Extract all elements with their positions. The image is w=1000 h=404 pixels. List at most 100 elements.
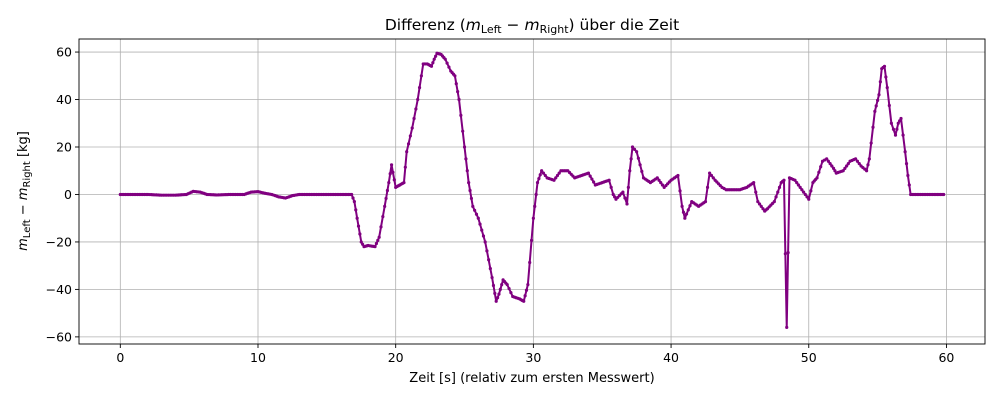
data-point — [480, 228, 484, 232]
data-point — [535, 181, 540, 185]
data-point — [410, 126, 414, 130]
data-point — [522, 299, 526, 303]
data-point — [906, 173, 910, 178]
data-point — [887, 103, 891, 108]
data-point — [358, 232, 362, 236]
data-point — [817, 170, 821, 174]
data-point — [754, 190, 758, 194]
data-point — [857, 162, 861, 166]
data-point — [843, 166, 847, 170]
data-point — [777, 185, 782, 189]
data-point — [541, 171, 546, 175]
data-point — [609, 185, 613, 189]
data-point — [826, 159, 830, 163]
data-point — [592, 180, 596, 184]
data-point — [417, 86, 422, 90]
data-point — [855, 159, 860, 163]
data-point — [557, 171, 561, 175]
data-point — [419, 74, 423, 78]
data-point — [895, 127, 899, 131]
data-point — [465, 169, 469, 173]
data-point — [841, 169, 845, 173]
data-point — [488, 267, 492, 271]
data-point — [462, 145, 467, 149]
data-point — [636, 156, 640, 160]
data-point — [891, 127, 896, 131]
data-point — [391, 170, 395, 174]
data-point — [434, 54, 438, 58]
data-point — [885, 86, 889, 90]
data-point — [351, 196, 355, 200]
data-point — [846, 162, 850, 166]
data-point — [807, 197, 811, 201]
data-point — [878, 80, 882, 84]
data-point — [405, 150, 409, 154]
data-point — [795, 181, 799, 185]
data-point — [461, 129, 465, 133]
data-point — [757, 202, 762, 206]
x-tick-label: 40 — [663, 350, 679, 365]
data-point — [657, 178, 661, 182]
data-point — [354, 208, 358, 212]
data-point — [899, 116, 903, 121]
data-point — [628, 169, 632, 173]
data-point — [882, 64, 887, 68]
data-point — [381, 215, 385, 219]
data-point — [874, 104, 878, 108]
data-point — [389, 163, 394, 167]
data-point — [776, 190, 780, 194]
data-point — [607, 178, 611, 182]
data-point — [445, 61, 449, 65]
data-point — [543, 173, 547, 178]
data-point — [454, 82, 458, 86]
data-point — [485, 249, 489, 253]
y-axis-label: mLeft − mRight [kg] — [16, 131, 33, 251]
data-point — [903, 150, 907, 154]
data-point — [379, 225, 383, 229]
data-point — [828, 162, 832, 166]
data-point — [815, 176, 819, 180]
data-point — [819, 165, 823, 169]
data-point — [830, 164, 834, 168]
data-point — [490, 275, 494, 280]
data-point — [708, 171, 712, 175]
y-tick-label: 0 — [64, 187, 72, 202]
x-tick-label: 10 — [250, 350, 266, 365]
data-point — [632, 147, 637, 151]
data-point — [498, 287, 502, 292]
data-point — [374, 241, 379, 246]
data-point — [403, 165, 407, 169]
data-point — [873, 109, 877, 113]
data-point — [796, 183, 801, 187]
data-point — [476, 216, 480, 220]
data-point — [590, 177, 594, 181]
data-point — [588, 174, 592, 178]
data-point — [761, 207, 765, 211]
data-point — [555, 173, 560, 178]
data-point — [447, 65, 451, 69]
x-tick-label: 60 — [938, 350, 954, 365]
data-point — [554, 176, 558, 180]
data-point — [772, 199, 776, 204]
data-point — [831, 166, 836, 170]
data-point — [497, 292, 501, 296]
data-point — [613, 195, 617, 199]
data-point — [705, 185, 710, 189]
data-point — [526, 283, 530, 287]
data-point — [901, 133, 905, 137]
data-point — [867, 157, 871, 161]
data-point — [431, 61, 435, 65]
data-point — [711, 176, 715, 180]
data-point — [786, 251, 790, 255]
data-point — [756, 199, 760, 204]
data-point — [896, 121, 900, 125]
data-point — [703, 199, 708, 204]
data-point — [825, 157, 829, 161]
data-point — [871, 125, 875, 129]
y-tick-label: −60 — [46, 329, 72, 344]
data-point — [473, 208, 477, 212]
data-point — [621, 190, 625, 194]
y-tick-label: 20 — [56, 139, 72, 154]
data-point — [509, 290, 513, 295]
